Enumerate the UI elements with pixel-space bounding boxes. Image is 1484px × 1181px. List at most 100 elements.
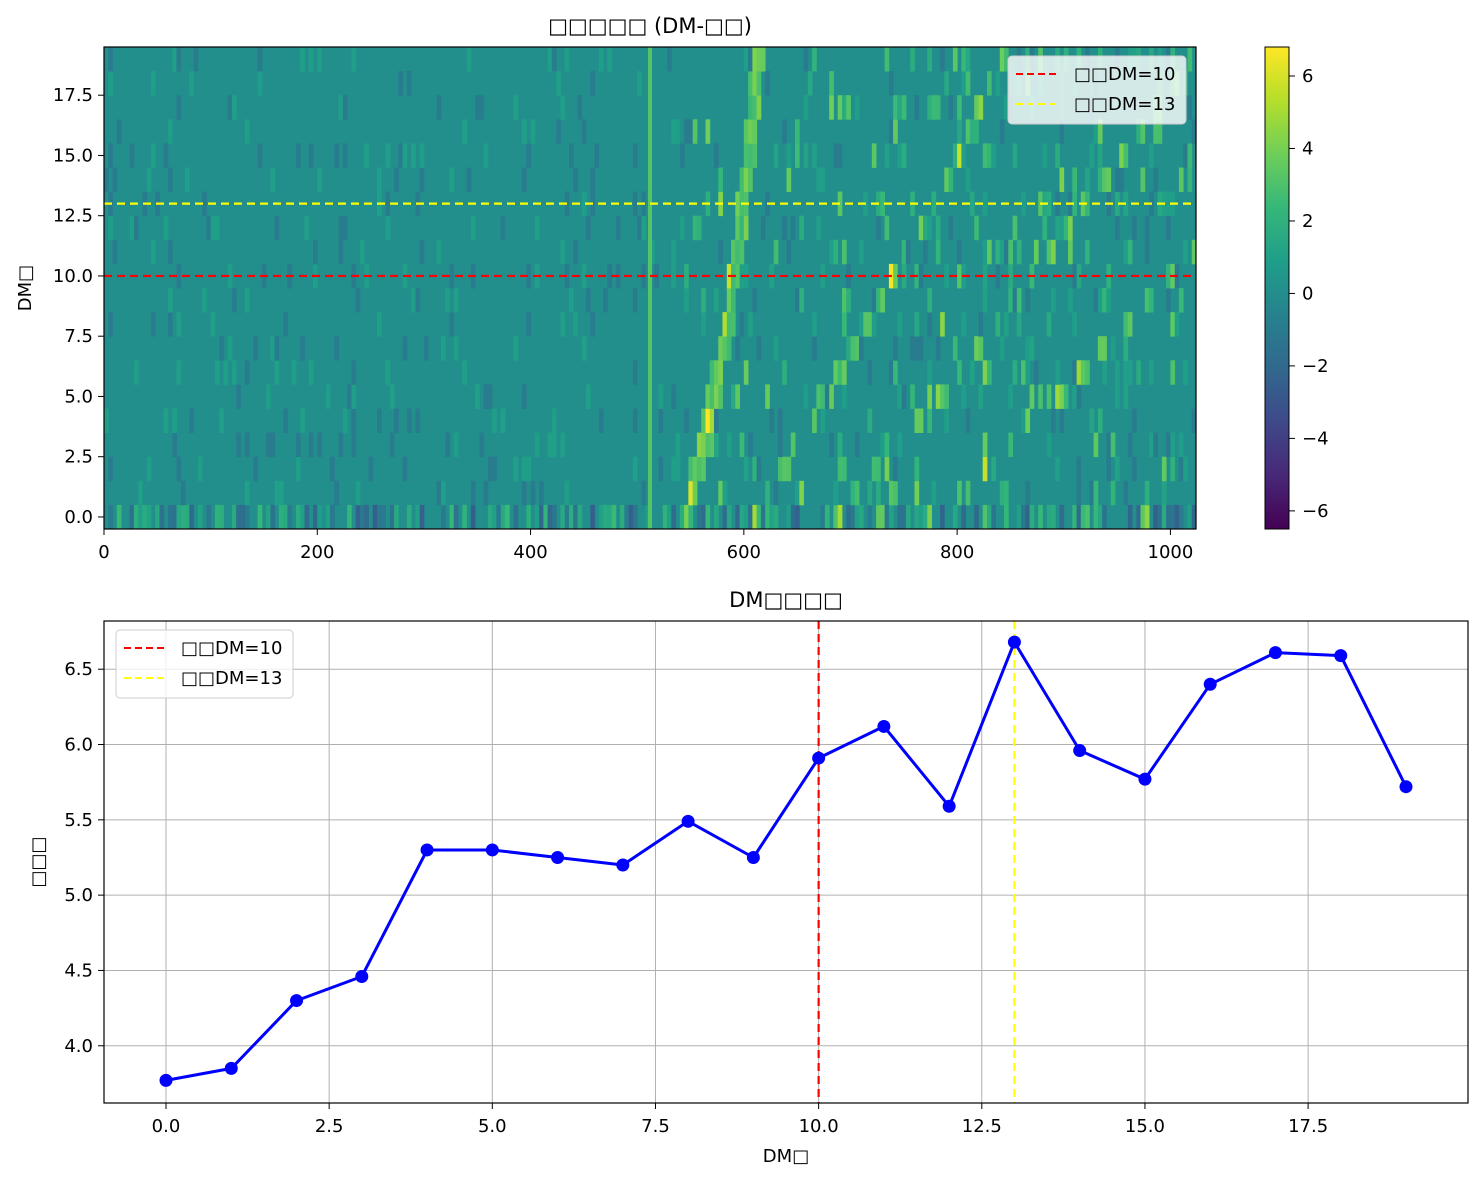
heatmap-cell bbox=[829, 384, 834, 409]
heatmap-cell bbox=[232, 360, 237, 385]
heatmap-cell bbox=[411, 288, 416, 313]
heatmap-cell bbox=[325, 384, 331, 409]
heatmap-cell bbox=[168, 239, 173, 265]
heatmap-cell bbox=[1068, 288, 1073, 313]
heatmap-cell bbox=[991, 504, 996, 529]
heatmap-cell bbox=[445, 432, 450, 458]
heatmap-cell bbox=[731, 288, 736, 313]
heatmap-cell bbox=[1123, 384, 1129, 409]
heatmap-cell bbox=[441, 336, 446, 361]
heatmap-cell bbox=[743, 143, 749, 168]
heatmap-cell bbox=[803, 95, 809, 120]
y-tick-label: 7.5 bbox=[64, 326, 93, 347]
heatmap-cell bbox=[436, 239, 442, 265]
heatmap-cell bbox=[449, 504, 455, 529]
heatmap-cell bbox=[214, 504, 220, 529]
heatmap-cell bbox=[982, 288, 988, 313]
heatmap-cell bbox=[176, 360, 182, 385]
heatmap-cell bbox=[1072, 504, 1077, 529]
heatmap-cell bbox=[1059, 119, 1065, 144]
heatmap-cell bbox=[910, 336, 915, 361]
heatmap-cell bbox=[1157, 504, 1163, 529]
heatmap-cell bbox=[394, 408, 399, 433]
heatmap-cell bbox=[483, 384, 489, 409]
heatmap-cell bbox=[795, 143, 800, 168]
heatmap-cell bbox=[1127, 360, 1133, 385]
heatmap-cell bbox=[526, 312, 531, 337]
heatmap-cell bbox=[1076, 504, 1082, 529]
heatmap-cell bbox=[539, 504, 544, 529]
heatmap-cell bbox=[338, 239, 344, 265]
heatmap-cell bbox=[564, 47, 570, 72]
heatmap-cell bbox=[590, 167, 595, 192]
heatmap-cell bbox=[1085, 504, 1090, 529]
heatmap-cell bbox=[709, 360, 715, 385]
heatmap-cell bbox=[790, 504, 796, 529]
heatmap-cell bbox=[526, 456, 531, 482]
heatmap-cell bbox=[607, 47, 612, 72]
heatmap-cell bbox=[735, 384, 740, 409]
series-line bbox=[165, 640, 1408, 1082]
heatmap-cell bbox=[244, 119, 250, 144]
heatmap-cell bbox=[1016, 239, 1022, 265]
heatmap-cell bbox=[168, 504, 173, 529]
heatmap-cell bbox=[944, 408, 949, 433]
heatmap-cell bbox=[539, 480, 544, 506]
heatmap-cell bbox=[628, 504, 634, 529]
heatmap-cell bbox=[1097, 288, 1103, 313]
heatmap-cell bbox=[897, 312, 903, 337]
heatmap-cell bbox=[133, 504, 139, 529]
heatmap-cell bbox=[1076, 456, 1082, 482]
heatmap-cell bbox=[940, 504, 945, 529]
heatmap-cell bbox=[522, 456, 527, 482]
line-reference-lines bbox=[817, 621, 1016, 1103]
heatmap-cell bbox=[342, 95, 348, 120]
heatmap-cell bbox=[714, 504, 719, 529]
heatmap-cell bbox=[1085, 167, 1090, 192]
heatmap-cell bbox=[752, 71, 758, 96]
heatmap-cell bbox=[1178, 288, 1184, 313]
heatmap-cell bbox=[1170, 504, 1176, 529]
heatmap-cell bbox=[901, 95, 907, 120]
data-point bbox=[1334, 649, 1348, 663]
heatmap-cell bbox=[824, 504, 830, 529]
heatmap-cell bbox=[479, 432, 485, 458]
heatmap-cell bbox=[820, 504, 826, 529]
heatmap-cell bbox=[1110, 480, 1116, 506]
heatmap-cell bbox=[526, 504, 531, 529]
heatmap-cell bbox=[603, 504, 608, 529]
heatmap-cell bbox=[1046, 504, 1052, 529]
heatmap-cell bbox=[146, 504, 152, 529]
heatmap-cell bbox=[718, 480, 723, 506]
heatmap-cell bbox=[564, 504, 570, 529]
heatmap-cell bbox=[880, 288, 885, 313]
heatmap-cell bbox=[969, 119, 975, 144]
heatmap-cell bbox=[1059, 408, 1065, 433]
heatmap-cell bbox=[449, 263, 455, 289]
colorbar-tick-label: 0 bbox=[1302, 283, 1313, 304]
heatmap-cell bbox=[735, 336, 740, 361]
heatmap-cell bbox=[969, 360, 975, 385]
heatmap-cell bbox=[756, 456, 762, 482]
heatmap-cell bbox=[795, 504, 800, 529]
heatmap-cell bbox=[1021, 191, 1026, 217]
heatmap-cell bbox=[1080, 360, 1086, 385]
heatmap-cell bbox=[1153, 504, 1158, 529]
heatmap-cell bbox=[957, 360, 962, 385]
heatmap-cell bbox=[1097, 143, 1103, 168]
heatmap-cell bbox=[1004, 95, 1009, 120]
heatmap-cell bbox=[389, 504, 395, 529]
heatmap-cell bbox=[812, 408, 817, 433]
heatmap-cell bbox=[355, 288, 361, 313]
heatmap-cell bbox=[133, 360, 139, 385]
heatmap-cell bbox=[168, 119, 173, 144]
heatmap-cell bbox=[1178, 456, 1184, 482]
heatmap-cell bbox=[1123, 336, 1129, 361]
heatmap-cell bbox=[897, 95, 903, 120]
heatmap-cell bbox=[923, 504, 928, 529]
heatmap-cell bbox=[590, 504, 595, 529]
heatmap-cell bbox=[1166, 432, 1171, 458]
heatmap-cell bbox=[368, 456, 374, 482]
heatmap-cell bbox=[470, 480, 476, 506]
heatmap-cell bbox=[991, 143, 996, 168]
